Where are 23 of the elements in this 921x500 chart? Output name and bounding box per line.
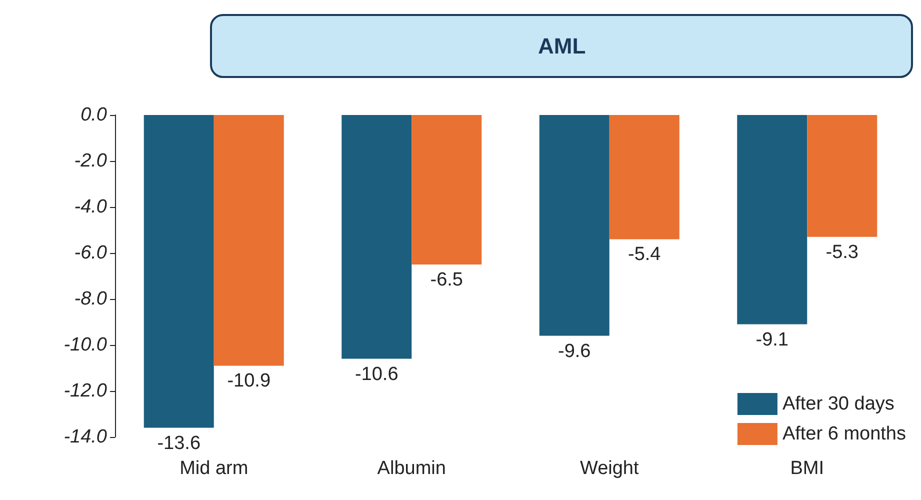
- data-label: -13.6: [157, 432, 201, 454]
- x-tick-label: Weight: [580, 458, 640, 479]
- y-tick-label: -10.0: [64, 334, 108, 356]
- chart-title: AML: [538, 34, 586, 58]
- y-tick-label: -12.0: [64, 380, 108, 402]
- x-tick-label: Mid arm: [180, 458, 248, 479]
- data-label: -10.9: [227, 370, 271, 392]
- data-label: -9.1: [756, 329, 788, 350]
- legend-label: After 30 days: [782, 394, 894, 414]
- y-tick-label: -2.0: [74, 150, 108, 172]
- y-tick-label: -8.0: [74, 288, 108, 310]
- legend-label: After 6 months: [782, 424, 906, 444]
- data-label: -5.3: [826, 242, 858, 263]
- y-tick-label: -14.0: [64, 426, 108, 448]
- data-label: -10.6: [354, 364, 398, 385]
- data-label: -6.5: [430, 270, 463, 290]
- x-tick-label: Albumin: [377, 458, 446, 479]
- y-tick-label: 0.0: [80, 104, 108, 126]
- data-label: -9.6: [558, 340, 591, 362]
- data-label: -5.4: [628, 244, 662, 266]
- y-tick-label: -4.0: [74, 196, 108, 218]
- x-tick-label: BMI: [790, 458, 824, 479]
- y-tick-label: -6.0: [74, 242, 108, 264]
